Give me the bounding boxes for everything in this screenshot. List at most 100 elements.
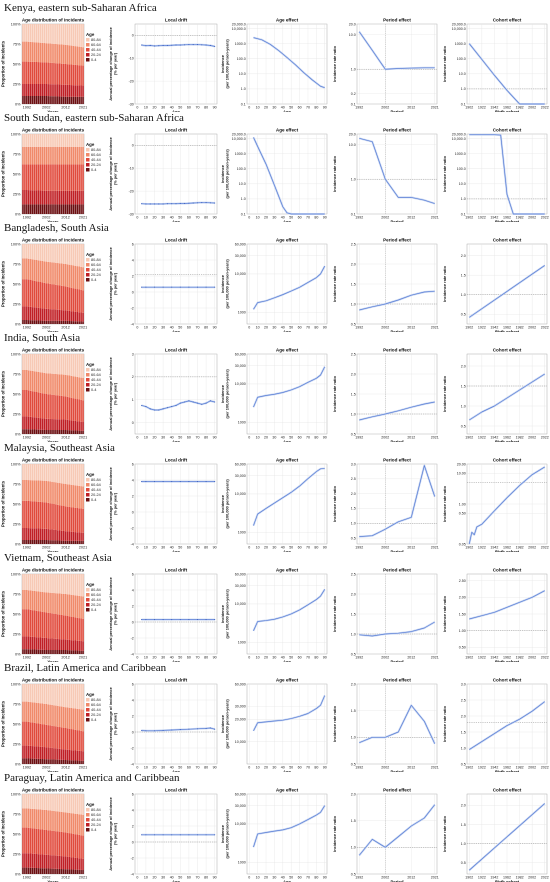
x-tick-label: 2021 <box>431 546 439 550</box>
data-point <box>206 728 207 729</box>
area-bar-segment <box>51 63 53 84</box>
area-bar-segment <box>82 47 84 65</box>
area-bar-segment <box>55 748 57 759</box>
area-bar-segment <box>45 147 47 165</box>
x-tick-label: 0 <box>136 656 138 660</box>
x-tick-label: 90 <box>323 326 327 330</box>
x-tick-label: 1992 <box>23 656 31 660</box>
y-tick-label: 0.2 <box>351 92 356 96</box>
area-bar-segment <box>67 574 69 594</box>
area-bar-segment <box>65 134 67 147</box>
legend-title: Age <box>86 582 95 587</box>
area-bar-segment <box>24 684 26 702</box>
area-bar-segment <box>61 321 63 324</box>
x-tick-label: 10 <box>144 326 148 330</box>
x-tick-label: 1992 <box>355 546 363 550</box>
area-bar-segment <box>69 321 71 324</box>
legend-label: 80-84 <box>91 808 101 812</box>
data-point <box>154 409 155 410</box>
area-bar-segment <box>65 85 67 97</box>
x-tick-label: 2012 <box>407 326 415 330</box>
area-bar-segment <box>43 592 45 612</box>
area-bar-segment <box>22 244 24 258</box>
area-bar-segment <box>24 24 26 42</box>
area-bar-segment <box>28 590 30 609</box>
area-bar-segment <box>26 370 28 390</box>
legend-swatch <box>86 153 90 157</box>
area-bar-segment <box>73 321 75 324</box>
area-bar-segment <box>67 833 69 857</box>
area-bar-segment <box>78 65 80 85</box>
area-bar-segment <box>34 574 36 591</box>
area-bar-segment <box>73 834 75 858</box>
legend-swatch <box>86 383 90 387</box>
area-bar-segment <box>65 191 67 205</box>
y-tick-label: 0 <box>132 144 134 148</box>
area-bar-segment <box>57 540 59 544</box>
x-tick-label: 30 <box>161 656 165 660</box>
area-bar-segment <box>32 391 34 417</box>
y-tick-label: -10 <box>129 57 134 61</box>
panel-title: Local drift <box>165 18 188 23</box>
y-tick-label: 4 <box>132 698 134 702</box>
area-bar-segment <box>34 829 36 854</box>
area-bar-segment <box>61 707 63 728</box>
data-point <box>145 45 146 46</box>
area-bar-segment <box>32 591 34 610</box>
area-bar-segment <box>24 574 26 590</box>
area-bar-segment <box>49 191 51 205</box>
x-tick-label: 90 <box>213 656 217 660</box>
area-bar-segment <box>59 594 61 615</box>
area-bar-segment <box>67 134 69 147</box>
area-bar-segment <box>40 244 42 261</box>
data-point <box>167 203 168 204</box>
area-bar-segment <box>26 279 28 306</box>
y-tick-label: 1.00 <box>459 629 466 633</box>
area-bar-segment <box>51 164 53 190</box>
area-bar-segment <box>61 286 63 310</box>
area-bar-segment <box>80 191 82 205</box>
area-bar-segment <box>74 204 76 214</box>
area-bar-segment <box>65 24 67 45</box>
area-bar-segment <box>57 760 59 764</box>
area-bar-segment <box>47 574 49 593</box>
area-bar-segment <box>80 815 82 836</box>
area-bar-segment <box>65 506 67 531</box>
area-bar-segment <box>65 594 67 616</box>
area-bar-segment <box>53 811 55 831</box>
data-point <box>141 287 142 288</box>
area-bar-segment <box>38 650 40 654</box>
area-bar-segment <box>76 147 78 165</box>
area-bar-segment <box>78 85 80 96</box>
area-bar-segment <box>47 284 49 309</box>
area-bar-segment <box>26 134 28 147</box>
area-bar-segment <box>78 164 80 190</box>
y-tick-label: 60,000 <box>235 682 246 686</box>
area-bar-segment <box>74 65 76 85</box>
x-tick-label: 0 <box>248 656 250 660</box>
legend-label: 80-84 <box>91 38 101 42</box>
area-bar-segment <box>45 430 47 434</box>
legend-swatch <box>86 38 90 42</box>
x-tick-label: 2012 <box>61 766 69 770</box>
data-point <box>154 287 155 288</box>
area-bar-segment <box>22 758 24 764</box>
area-bar-segment <box>69 191 71 205</box>
area-bar-segment <box>57 706 59 727</box>
x-tick-label: 2021 <box>79 876 87 880</box>
x-tick-label: 30 <box>161 216 165 220</box>
panel-title: Cohort effect <box>493 348 522 353</box>
area-bar-segment <box>32 280 34 307</box>
x-axis-label: Age <box>172 220 181 223</box>
area-bar-segment <box>67 531 69 540</box>
area-bar-segment <box>74 97 76 104</box>
x-tick-label: 0 <box>136 546 138 550</box>
area-bar-segment <box>38 392 40 417</box>
area-bar-segment <box>49 725 51 747</box>
area-bar-segment <box>53 374 55 395</box>
data-point <box>180 403 181 404</box>
area-bar-segment <box>73 684 75 708</box>
area-bar-segment <box>26 528 28 540</box>
area-bar-segment <box>40 794 42 810</box>
area-bar-segment <box>74 289 76 312</box>
